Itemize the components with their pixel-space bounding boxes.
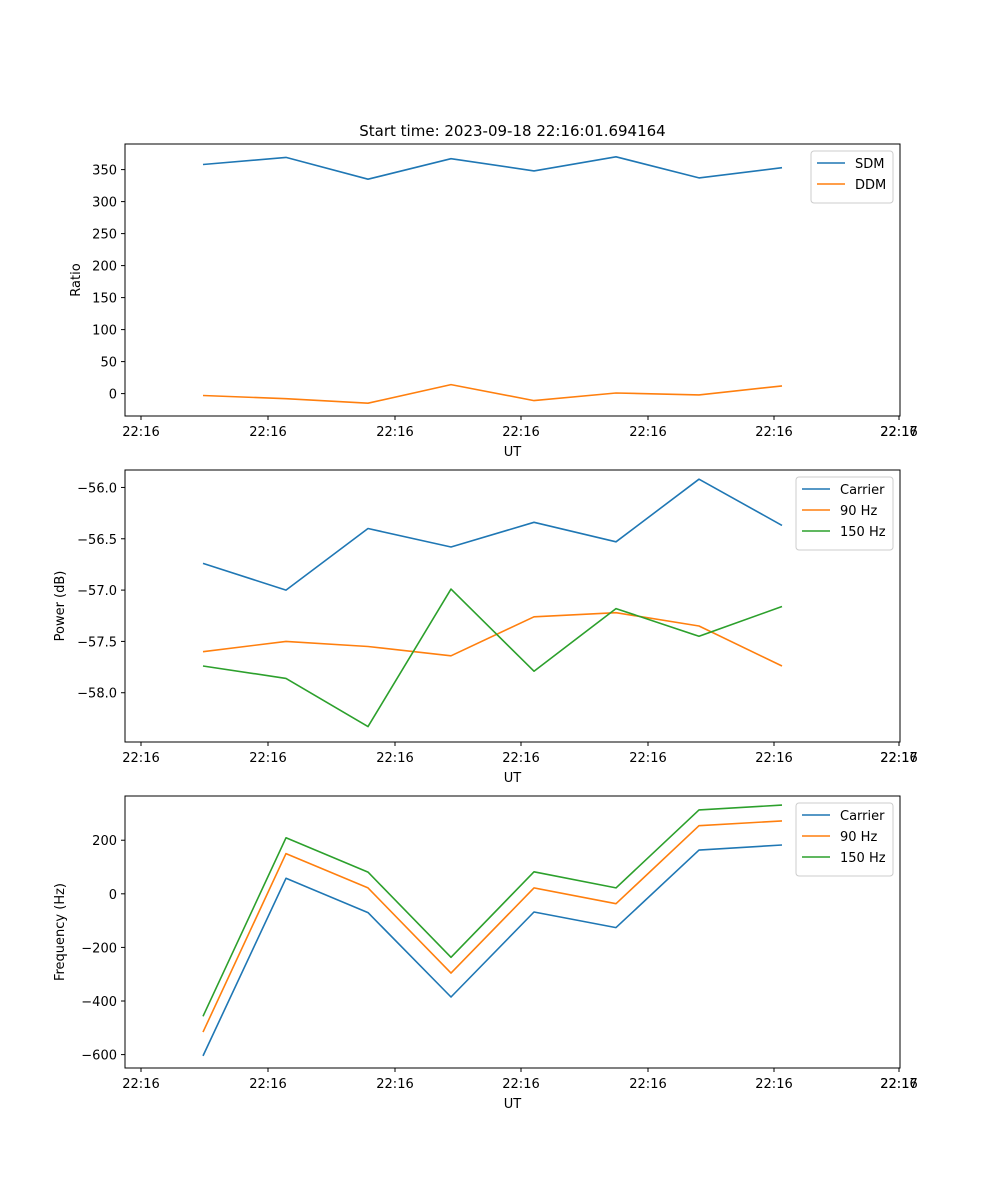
ratio-series-ddm [202,383,783,405]
power-series-90-hz [202,611,783,667]
ratio-y-tick-label: 250 [92,228,117,243]
frequency-x-tick-label: 22:16 [629,1077,666,1092]
ratio-x-tick-label: 22:16 [880,425,917,440]
ratio-y-tick-label: 100 [92,324,117,339]
power-y-axis-label: Power (dB) [53,571,68,642]
power-y-tick-label: −58.0 [77,687,117,702]
power-x-tick-label: 22:16 [376,751,413,766]
chart-panels: 22:16 22:16 22:16 22:16 22:16 22:16 22:1622:17… [53,143,918,1112]
frequency-y-tick-label: −400 [81,995,117,1010]
frequency-x-tick-label: 22:16 [249,1077,286,1092]
power-y-tick-label: −56.0 [77,481,117,496]
power-x-tick-label: 22:16 [122,751,159,766]
ratio-y-tick-label: 50 [100,356,117,371]
power-x-tick-label: 22:16 [629,751,666,766]
ratio-x-tick-label: 22:16 [502,425,539,440]
power-legend-label: 90 Hz [840,504,877,519]
power-series-150-hz [202,588,783,728]
ratio-axes-frame [124,143,901,417]
frequency-series-carrier [202,844,783,1057]
power-x-tick-label: 22:16 [502,751,539,766]
power-x-tick-label: 22:16 [249,751,286,766]
frequency-x-tick-label: 22:16 [122,1077,159,1092]
frequency-x-tick-label: 22:16 [880,1077,917,1092]
power-x-tick-label: 22:16 [880,751,917,766]
frequency-x-tick-label: 22:16 [755,1077,792,1092]
power-y-tick-label: −57.0 [77,584,117,599]
panel-power: 22:16 22:16 22:16 22:16 22:16 22:16 22:1622:17… [53,469,918,786]
frequency-x-tick-label: 22:16 [376,1077,413,1092]
power-legend-label: 150 Hz [840,525,886,540]
ratio-legend-label: SDM [855,157,884,172]
ratio-legend-box [810,150,894,204]
ratio-x-tick-label: 22:16 [376,425,413,440]
power-x-tick-label: 22:16 [755,751,792,766]
frequency-y-tick-label: −600 [81,1049,117,1064]
frequency-legend: Carrier 90 Hz 150 Hz [795,802,894,877]
frequency-legend-label: 90 Hz [840,830,877,845]
ratio-x-axis-label: UT [504,445,522,460]
power-legend: Carrier 90 Hz 150 Hz [795,476,894,551]
power-x-axis-label: UT [504,771,522,786]
ratio-y-axis-label: Ratio [69,263,84,296]
ratio-y-tick-label: 350 [92,164,117,179]
ratio-y-tick-label: 300 [92,196,117,211]
ratio-legend-label: DDM [855,178,886,193]
power-series-carrier [202,478,783,591]
frequency-y-axis-label: Frequency (Hz) [53,883,68,981]
power-y-tick-label: −57.5 [77,635,117,650]
ratio-x-tick-label: 22:17 [880,425,917,440]
frequency-y-tick-label: 200 [92,834,117,849]
panel-ratio: 22:16 22:16 22:16 22:16 22:16 22:16 22:1622:17… [69,143,918,460]
frequency-legend-label: 150 Hz [840,851,886,866]
frequency-series-90-hz [202,820,783,1033]
ratio-legend: SDM DDM [810,150,894,204]
frequency-axes-frame [124,795,901,1069]
chart-title: Start time: 2023-09-18 22:16:01.694164 [359,122,665,140]
power-axes-frame [124,469,901,743]
ratio-x-tick-label: 22:16 [122,425,159,440]
ratio-x-tick-label: 22:16 [629,425,666,440]
ratio-y-tick-label: 0 [109,388,117,403]
frequency-y-tick-label: 0 [109,888,117,903]
frequency-series-150-hz [202,804,783,1017]
panel-frequency: 22:16 22:16 22:16 22:16 22:16 22:16 22:1622:17… [53,795,918,1112]
power-x-tick-label: 22:17 [880,751,917,766]
frequency-x-tick-label: 22:17 [880,1077,917,1092]
ratio-y-tick-label: 150 [92,292,117,307]
frequency-y-tick-label: −200 [81,941,117,956]
power-legend-label: Carrier [840,483,885,498]
frequency-x-tick-label: 22:16 [502,1077,539,1092]
ratio-series-sdm [202,156,783,180]
ratio-y-tick-label: 200 [92,260,117,275]
frequency-legend-label: Carrier [840,809,885,824]
frequency-x-axis-label: UT [504,1097,522,1112]
ratio-x-tick-label: 22:16 [755,425,792,440]
ratio-x-tick-label: 22:16 [249,425,286,440]
power-y-tick-label: −56.5 [77,533,117,548]
